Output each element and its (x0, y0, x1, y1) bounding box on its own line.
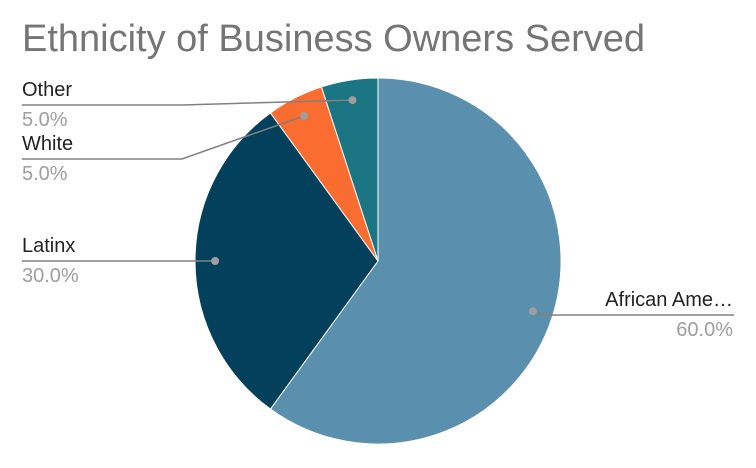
pie-slice-other (320, 77, 379, 262)
slice-label-other: Other (22, 79, 72, 101)
slice-percent-african-ame: 60.0% (676, 319, 733, 341)
leader-line-white (22, 115, 305, 160)
leader-dot-latinx (211, 257, 220, 265)
chart-title: Ethnicity of Business Owners Served (22, 18, 646, 60)
slice-label-latinx: Latinx (22, 235, 75, 257)
leader-dot-other (348, 96, 357, 105)
leader-dot-african-ame (528, 307, 537, 316)
pie-slice-african-ame (269, 77, 562, 445)
leader-line-african-ame (532, 310, 734, 316)
slice-percent-latinx: 30.0% (22, 265, 79, 287)
leader-dot-white (300, 111, 309, 120)
slice-label-white: White (22, 133, 73, 155)
slice-label-african-ame: African Ame… (605, 289, 733, 311)
slice-percent-white: 5.0% (22, 163, 68, 185)
leader-line-other (22, 99, 353, 106)
slice-percent-other: 5.0% (22, 109, 68, 131)
